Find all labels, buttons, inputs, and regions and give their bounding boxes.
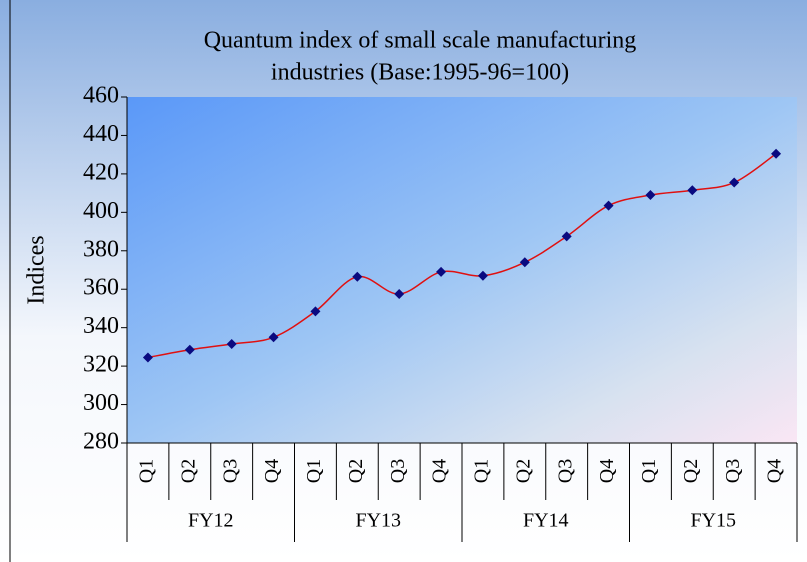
data-point [310, 306, 321, 317]
data-point [394, 289, 405, 300]
data-point [729, 177, 740, 188]
x-tick-label: Q3 [554, 459, 576, 483]
y-tick-label: 280 [83, 429, 119, 455]
x-tick-label: Q4 [261, 459, 283, 483]
y-axis-label: Indices [24, 235, 50, 304]
x-tick-label: Q4 [596, 459, 618, 483]
data-point [561, 231, 572, 242]
x-tick-label: Q1 [471, 459, 493, 483]
data-point [226, 339, 237, 350]
data-point [519, 257, 530, 268]
y-tick-label: 440 [83, 121, 119, 147]
group-label: FY12 [188, 510, 234, 532]
y-tick-label: 460 [83, 83, 119, 109]
y-tick-label: 320 [83, 352, 119, 378]
y-tick-label: 400 [83, 198, 119, 224]
x-tick-label: Q4 [429, 459, 451, 483]
x-tick-label: Q3 [387, 459, 409, 483]
x-tick-label: Q1 [303, 459, 325, 483]
x-tick-label: Q4 [764, 459, 786, 483]
plot-area [127, 97, 797, 443]
x-tick-label: Q3 [722, 459, 744, 483]
y-tick-label: 300 [83, 390, 119, 416]
data-point [184, 344, 195, 355]
data-point [687, 185, 698, 196]
data-point [436, 266, 447, 277]
chart-title: industries (Base:1995-96=100) [271, 60, 569, 86]
data-point [352, 271, 363, 282]
x-tick-label: Q2 [345, 459, 367, 483]
data-point [645, 190, 656, 201]
group-label: FY13 [355, 510, 401, 532]
data-line [147, 153, 777, 359]
y-tick-label: 360 [83, 275, 119, 301]
data-point [603, 200, 614, 211]
x-tick-label: Q2 [177, 459, 199, 483]
data-point [142, 352, 153, 363]
x-tick-label: Q3 [219, 459, 241, 483]
x-tick-label: Q2 [512, 459, 534, 483]
x-tick-label: Q1 [638, 459, 660, 483]
x-tick-label: Q1 [136, 459, 158, 483]
group-label: FY14 [523, 510, 569, 532]
x-tick-label: Q2 [680, 459, 702, 483]
data-point [771, 148, 782, 159]
group-label: FY15 [690, 510, 736, 532]
y-tick-label: 380 [83, 236, 119, 262]
data-point [477, 270, 488, 281]
y-tick-label: 340 [83, 313, 119, 339]
y-tick-label: 420 [83, 159, 119, 185]
chart-title: Quantum index of small scale manufacturi… [204, 28, 637, 54]
data-point [268, 332, 279, 343]
